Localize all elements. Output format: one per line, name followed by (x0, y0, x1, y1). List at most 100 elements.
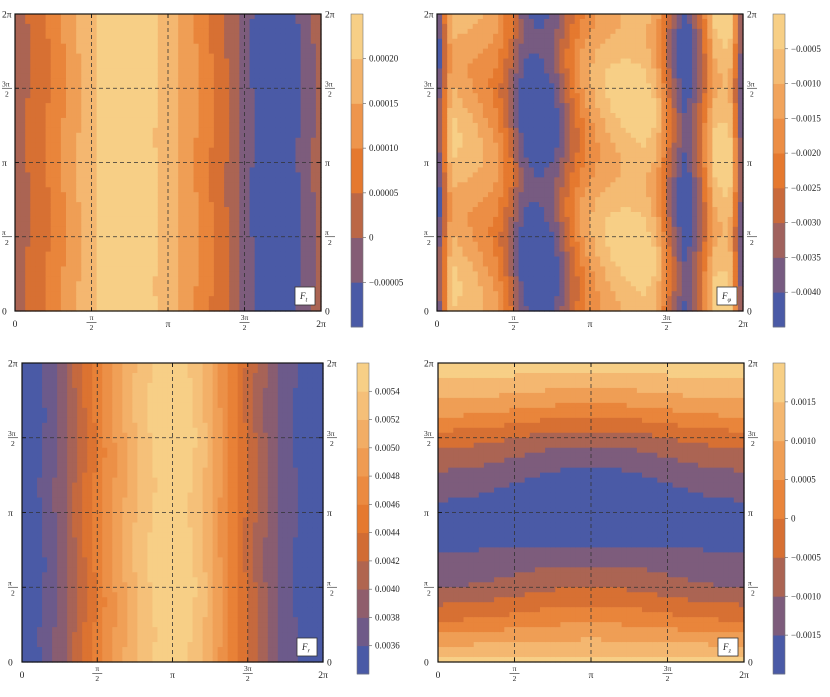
heat-cell (270, 301, 276, 307)
heat-cell (96, 216, 103, 223)
heat-cell (168, 241, 174, 248)
heat-cell (482, 202, 489, 208)
heat-cell (35, 58, 42, 65)
heat-cell (275, 73, 281, 79)
heat-cell (437, 296, 443, 302)
heat-cell (259, 137, 266, 144)
heat-cell (467, 296, 474, 302)
heat-cell (30, 301, 36, 307)
heat-cell (203, 88, 210, 94)
heat-cell (30, 73, 36, 79)
heat-cell (15, 48, 21, 55)
heat-cell (219, 43, 225, 50)
heat-cell (249, 172, 256, 178)
heat-cell (198, 207, 205, 213)
heat-cell (76, 301, 82, 307)
heat-cell (523, 18, 530, 25)
heat-cell (539, 98, 545, 104)
heat-cell (498, 93, 504, 99)
heat-cell (81, 142, 87, 149)
heat-cell (482, 221, 489, 228)
heat-cell (285, 197, 291, 203)
heat-cell (452, 182, 458, 188)
heat-cell (76, 142, 82, 149)
heat-cell (96, 23, 103, 30)
heat-cell (224, 306, 230, 312)
heat-cell (544, 261, 550, 268)
heat-cell (285, 296, 291, 302)
heat-cell (254, 147, 261, 154)
colorbar-band (351, 103, 363, 149)
heat-cell (457, 43, 464, 50)
heat-cell (213, 276, 220, 282)
heat-cell (91, 122, 98, 129)
heat-cell (96, 256, 103, 263)
heat-cell (132, 43, 138, 50)
heat-cell (513, 266, 520, 272)
heat-cell (467, 221, 474, 228)
heat-cell (60, 167, 67, 173)
heat-cell (224, 38, 230, 45)
heat-cell (224, 73, 230, 79)
heat-cell (142, 122, 149, 129)
heat-cell (198, 113, 205, 119)
heat-cell (498, 192, 504, 198)
heat-cell (285, 306, 291, 312)
heat-cell (66, 271, 72, 277)
heat-cell (472, 108, 479, 114)
heat-cell (488, 192, 494, 198)
heat-cell (452, 281, 458, 287)
heat-cell (285, 122, 291, 129)
heat-cell (147, 226, 154, 233)
heat-cell (127, 251, 133, 258)
heat-cell (498, 197, 504, 203)
heat-cell (132, 73, 138, 79)
heat-cell (300, 172, 307, 178)
heat-cell (152, 73, 159, 79)
heat-cell (162, 246, 169, 253)
heat-cell (81, 38, 87, 45)
heat-cell (488, 48, 494, 55)
heat-cell (50, 63, 57, 70)
heat-cell (229, 73, 235, 79)
heat-cell (86, 246, 93, 253)
heat-cell (76, 108, 82, 114)
heat-cell (101, 33, 108, 40)
heat-cell (60, 246, 67, 253)
heat-cell (229, 63, 235, 70)
heat-cell (152, 78, 159, 84)
heat-cell (25, 98, 31, 104)
heat-cell (127, 18, 133, 25)
heat-cell (86, 157, 93, 164)
heat-cell (544, 177, 550, 183)
heat-cell (244, 14, 251, 20)
heat-cell (315, 68, 322, 74)
heat-cell (290, 73, 297, 79)
heat-cell (147, 33, 154, 40)
heat-cell (198, 212, 205, 218)
heat-cell (111, 157, 118, 164)
heat-cell (280, 216, 286, 223)
heat-cell (513, 23, 520, 30)
heat-cell (30, 231, 36, 238)
heat-cell (137, 301, 144, 307)
heat-cell (183, 137, 189, 144)
heat-cell (285, 172, 291, 178)
heat-cell (254, 281, 261, 287)
heat-cell (310, 147, 317, 154)
heat-cell (96, 192, 103, 198)
heat-cell (20, 142, 26, 149)
heat-cell (203, 251, 210, 258)
heat-cell (482, 53, 489, 60)
heat-cell (101, 271, 108, 277)
heat-cell (25, 266, 31, 272)
heat-cell (488, 251, 494, 258)
heat-cell (249, 187, 256, 193)
heat-cell (91, 231, 98, 238)
heat-cell (127, 256, 133, 263)
heat-cell (462, 216, 469, 223)
heat-cell (198, 137, 205, 144)
heat-cell (219, 117, 225, 124)
heat-cell (183, 73, 189, 79)
heat-cell (198, 182, 205, 188)
